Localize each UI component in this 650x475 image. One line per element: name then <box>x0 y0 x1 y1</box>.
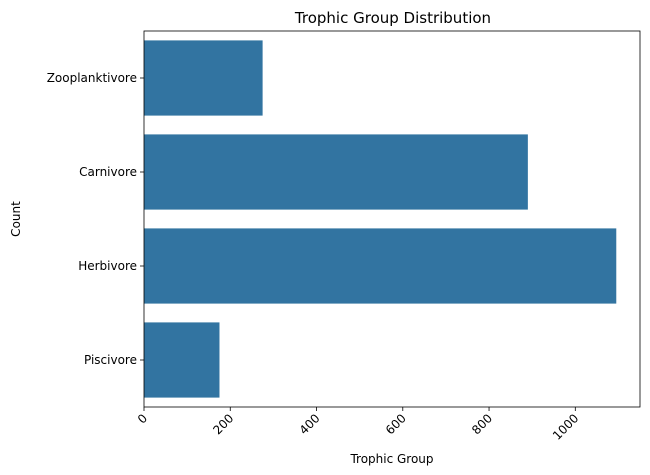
bars-group <box>144 40 617 398</box>
y-tick-label-piscivore: Piscivore <box>84 353 137 367</box>
bar-herbivore <box>144 228 617 304</box>
bar-zooplanktivore <box>144 40 263 116</box>
y-tick-label-zooplanktivore: Zooplanktivore <box>47 71 137 85</box>
x-tick-label-0: 0 <box>135 411 150 426</box>
x-tick-label-800: 800 <box>469 411 495 437</box>
y-axis-label: Count <box>9 201 23 237</box>
y-axis-ticks: Zooplanktivore Carnivore Herbivore Piscivor… <box>47 71 144 367</box>
x-tick-label-400: 400 <box>297 411 323 437</box>
bar-piscivore <box>144 322 220 398</box>
chart-title: Trophic Group Distribution <box>294 9 491 27</box>
x-tick-label-600: 600 <box>383 411 409 437</box>
x-tick-label-200: 200 <box>210 411 236 437</box>
y-tick-label-carnivore: Carnivore <box>79 165 137 179</box>
x-axis-ticks: 0 200 400 600 800 1000 <box>135 407 581 443</box>
x-axis-label: Trophic Group <box>349 452 433 466</box>
x-tick-label-1000: 1000 <box>550 411 581 442</box>
y-tick-label-herbivore: Herbivore <box>78 259 137 273</box>
plot-frame <box>143 30 641 408</box>
bar-carnivore <box>144 134 528 210</box>
